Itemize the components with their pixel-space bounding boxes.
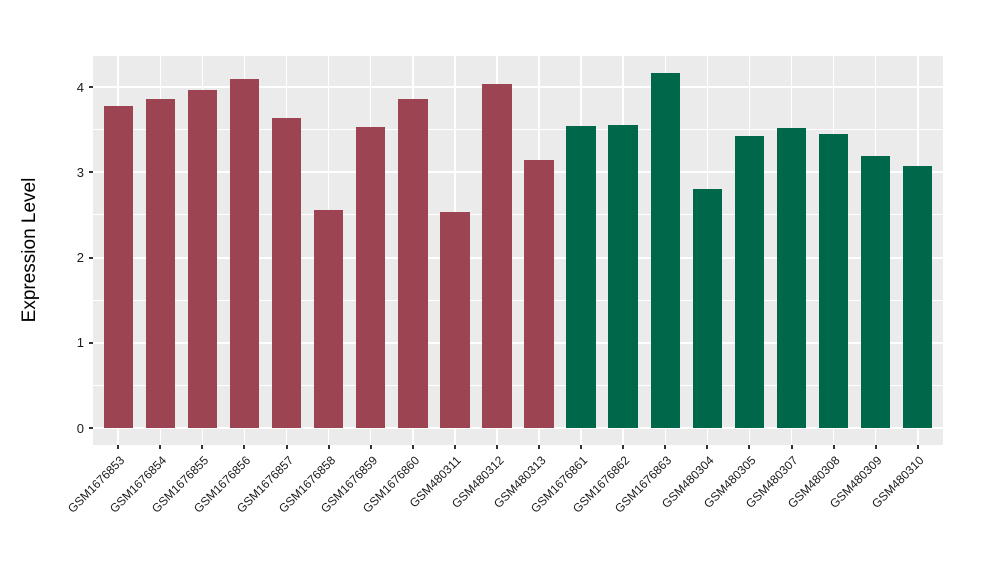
gridline-minor: [93, 299, 943, 301]
bar-GSM480309: [860, 156, 891, 428]
x-tick-mark: [201, 445, 204, 449]
gridline-major: [93, 256, 943, 259]
x-tick-mark: [916, 445, 919, 449]
bar-GSM1676855: [187, 89, 218, 428]
bar-GSM1676862: [608, 124, 638, 428]
y-axis: 0 1 2 3 4: [0, 56, 93, 445]
y-tick-label: 4: [76, 79, 84, 95]
x-tick-mark: [453, 445, 456, 449]
gridline-major: [93, 171, 943, 174]
y-tick-label: 2: [76, 250, 84, 265]
bar-GSM480307: [776, 127, 807, 428]
bar-GSM480308: [818, 133, 849, 428]
x-tick-mark: [327, 445, 330, 449]
bar-GSM480311: [440, 212, 470, 428]
x-tick-mark: [495, 445, 498, 449]
gridline-minor: [93, 384, 943, 386]
y-tick-mark: [89, 341, 93, 344]
bar-GSM1676856: [229, 79, 260, 428]
bar-GSM480312: [482, 83, 512, 428]
x-tick-mark: [706, 445, 709, 449]
x-axis: GSM1676853 GSM1676854 GSM1676855 GSM1676856…: [65, 445, 943, 580]
bar-GSM1676860: [398, 98, 428, 428]
y-tick-mark: [89, 256, 93, 259]
x-tick-mark: [411, 445, 414, 449]
x-tick-mark: [243, 445, 246, 449]
gridline-minor: [93, 129, 943, 131]
y-axis-title: Expression Level: [19, 177, 40, 323]
y-tick-label: 0: [76, 420, 84, 436]
y-tick-mark: [89, 427, 93, 429]
bar-GSM1676857: [271, 117, 302, 428]
bar-GSM1676858: [313, 209, 344, 428]
x-tick-mark: [580, 445, 583, 449]
bar-GSM480304: [692, 189, 723, 428]
gridline-major: [93, 86, 943, 88]
bar-GSM480310: [903, 166, 933, 428]
bar-GSM1676854: [145, 98, 176, 428]
x-tick-mark: [748, 445, 751, 449]
y-tick-mark: [89, 171, 93, 174]
y-tick-mark: [89, 86, 93, 88]
bar-GSM1676859: [355, 127, 386, 428]
gridline-major: [93, 427, 943, 429]
x-tick-mark: [832, 445, 835, 449]
x-tick-mark: [285, 445, 288, 449]
bar-GSM1676861: [566, 126, 596, 428]
y-tick-label: 1: [76, 335, 84, 351]
x-tick-mark: [664, 445, 667, 449]
y-tick-label: 3: [76, 164, 84, 180]
x-tick-mark: [117, 445, 120, 449]
bar-GSM1676853: [103, 105, 133, 428]
x-tick-mark: [874, 445, 877, 449]
gridline-major: [93, 341, 943, 344]
bar-GSM480313: [524, 160, 554, 428]
bar-GSM1676863: [650, 73, 680, 428]
x-tick-mark: [538, 445, 541, 449]
x-tick-mark: [622, 445, 625, 449]
x-tick-mark: [159, 445, 162, 449]
bar-GSM480305: [734, 135, 765, 428]
x-tick-mark: [790, 445, 793, 449]
x-tick-mark: [369, 445, 372, 449]
plot-panel: [93, 56, 943, 445]
gridline-minor: [93, 214, 943, 216]
